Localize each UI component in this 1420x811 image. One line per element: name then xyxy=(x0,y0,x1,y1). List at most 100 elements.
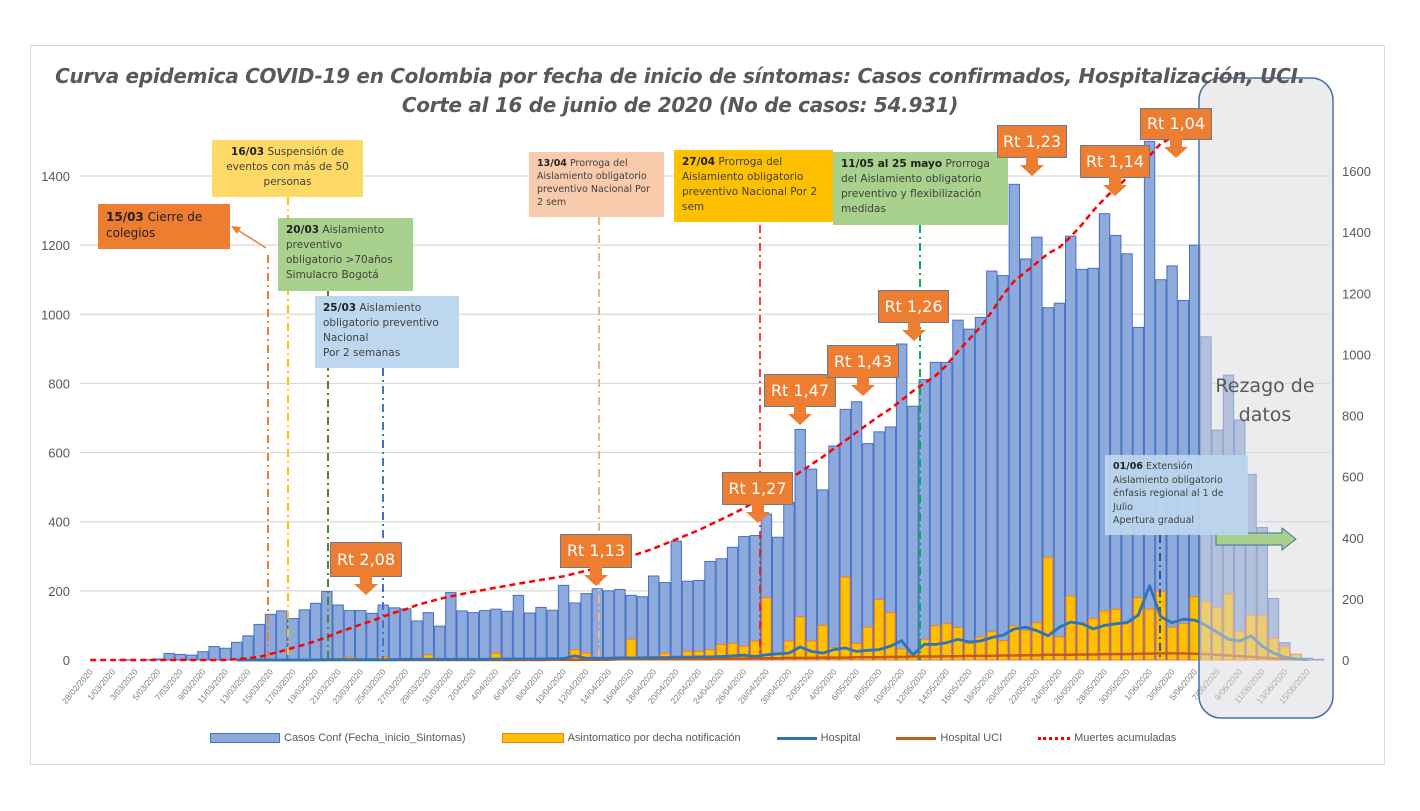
rt-callout: Rt 1,47 xyxy=(764,374,836,425)
confirmed-bar xyxy=(298,609,311,661)
annotation-13-04: 13/04 Prorroga del Aislamiento obligator… xyxy=(529,152,664,217)
asymptomatic-bar xyxy=(997,640,1009,661)
left-tick-label: 400 xyxy=(48,515,70,530)
confirmed-bar xyxy=(828,445,840,661)
asymptomatic-bar xyxy=(828,647,840,661)
right-tick-label: 1000 xyxy=(1342,347,1371,362)
asymptomatic-bar xyxy=(873,599,885,661)
x-axis-labels: 28/02/20201/03/20203/03/20205/03/20207/0… xyxy=(60,667,1312,706)
left-tick-label: 800 xyxy=(48,376,70,391)
confirmed-bar xyxy=(388,607,401,661)
confirmed-bar xyxy=(636,596,649,661)
legend-item-deaths: Muertes acumuladas xyxy=(1038,732,1176,744)
right-tick-label: 0 xyxy=(1342,653,1349,668)
confirmed-bar xyxy=(1031,236,1043,661)
confirmed-bar xyxy=(343,610,356,661)
confirmed-bar xyxy=(580,593,592,661)
asymptomatic-bar xyxy=(896,648,907,661)
legend-swatch xyxy=(896,736,937,740)
confirmed-bar xyxy=(850,401,863,661)
confirmed-bar xyxy=(208,646,220,661)
confirmed-bar xyxy=(591,588,604,661)
left-tick-label: 1200 xyxy=(41,238,70,253)
confirmed-bar xyxy=(895,343,908,661)
data-lag-label: Rezago de datos xyxy=(1215,375,1315,426)
left-tick-label: 200 xyxy=(48,584,70,599)
confirmed-bar xyxy=(681,580,694,661)
asymptomatic-bar xyxy=(952,627,964,661)
asymptomatic-bar xyxy=(1166,626,1178,661)
confirmed-bar xyxy=(445,592,457,661)
left-tick-label: 600 xyxy=(48,446,70,461)
asymptomatic-bar xyxy=(795,616,806,661)
asymptomatic-bar xyxy=(840,576,851,661)
annotation-25-03: 25/03 Aislamiento obligatorio preventivo… xyxy=(315,296,459,368)
confirmed-bar xyxy=(670,540,682,661)
confirmed-bar xyxy=(974,316,987,661)
legend-swatch xyxy=(501,733,564,743)
annotation-11-05: 11/05 al 25 mayo Prorroga del Aislamient… xyxy=(833,152,1008,225)
annotation-20-03: 20/03 Aislamiento preventivo obligatorio… xyxy=(278,218,413,291)
confirmed-bar xyxy=(512,594,525,661)
annotation-01-06: 01/06 Extensión Aislamiento obligatorio … xyxy=(1105,455,1248,535)
rt-callout: Rt 1,14 xyxy=(1080,145,1150,196)
right-tick-label: 1200 xyxy=(1342,286,1371,301)
confirmed-bar xyxy=(738,536,750,661)
confirmed-bar xyxy=(557,584,570,661)
asymptomatic-bar xyxy=(749,640,761,661)
confirmed-bar xyxy=(422,612,435,661)
confirmed-bar xyxy=(614,588,626,661)
confirmed-bar xyxy=(1053,302,1066,661)
rt-callout: Rt 1,26 xyxy=(878,290,949,341)
legend-label: Hospital UCI xyxy=(940,732,1003,744)
rt-callout: Rt 2,08 xyxy=(330,542,402,595)
confirmed-bar xyxy=(1098,213,1111,661)
confirmed-bar xyxy=(287,618,299,661)
annotation-16-03: 16/03 Suspensión de eventos con más de 5… xyxy=(212,140,363,197)
chart-title-line1: Curva epidemica COVID-19 en Colombia por… xyxy=(55,64,1305,88)
confirmed-bar xyxy=(693,579,705,661)
confirmed-bar xyxy=(163,652,175,661)
confirmed-bar xyxy=(1087,267,1099,661)
asymptomatic-bar xyxy=(716,643,727,661)
confirmed-bar xyxy=(1143,140,1156,661)
asymptomatic-bar xyxy=(964,642,975,661)
confirmed-bar xyxy=(952,319,964,661)
confirmed-bar xyxy=(546,609,558,661)
confirmed-bar xyxy=(986,270,998,661)
asymptomatic-bar xyxy=(1133,597,1144,661)
asymptomatic-bar xyxy=(986,631,997,661)
legend-item-confirmed: Casos Conf (Fecha_inicio_Sintomas) xyxy=(210,732,466,744)
legend-label: Casos Conf (Fecha_inicio_Sintomas) xyxy=(284,732,466,744)
legend-label: Hospital xyxy=(820,732,861,744)
confirmed-bar xyxy=(1019,258,1032,661)
right-tick-label: 1600 xyxy=(1342,164,1371,179)
annotation-27-04: 27/04 Prorroga del Aislamiento obligator… xyxy=(674,150,833,222)
rt-callout: Rt 1,27 xyxy=(722,472,793,523)
confirmed-bar xyxy=(1008,183,1021,661)
rt-callout: Rt 1,23 xyxy=(997,125,1067,176)
legend-item-hospital: Hospital xyxy=(776,732,861,744)
confirmed-bar xyxy=(524,612,536,661)
asymptomatic-bar xyxy=(1144,608,1155,661)
rt-callout: Rt 1,43 xyxy=(827,345,899,396)
confirmed-bar xyxy=(276,610,288,661)
legend-swatch xyxy=(1038,736,1071,740)
right-tick-label: 600 xyxy=(1342,470,1364,485)
confirmed-bar xyxy=(535,606,547,661)
asymptomatic-bar xyxy=(738,645,750,661)
confirmed-bar xyxy=(704,560,716,661)
confirmed-bar xyxy=(433,625,446,661)
left-tick-label: 0 xyxy=(63,653,70,668)
data-lag-region xyxy=(1198,77,1334,719)
confirmed-bar xyxy=(648,575,660,661)
asymptomatic-bar xyxy=(1110,608,1121,661)
legend-swatch xyxy=(210,733,280,743)
confirmed-bar xyxy=(602,590,615,661)
chart-frame xyxy=(30,45,1385,765)
arrow-head-15-03 xyxy=(231,226,241,234)
confirmed-bar xyxy=(659,582,671,661)
confirmed-bar xyxy=(321,591,333,661)
asymptomatic-bar xyxy=(1189,596,1200,661)
